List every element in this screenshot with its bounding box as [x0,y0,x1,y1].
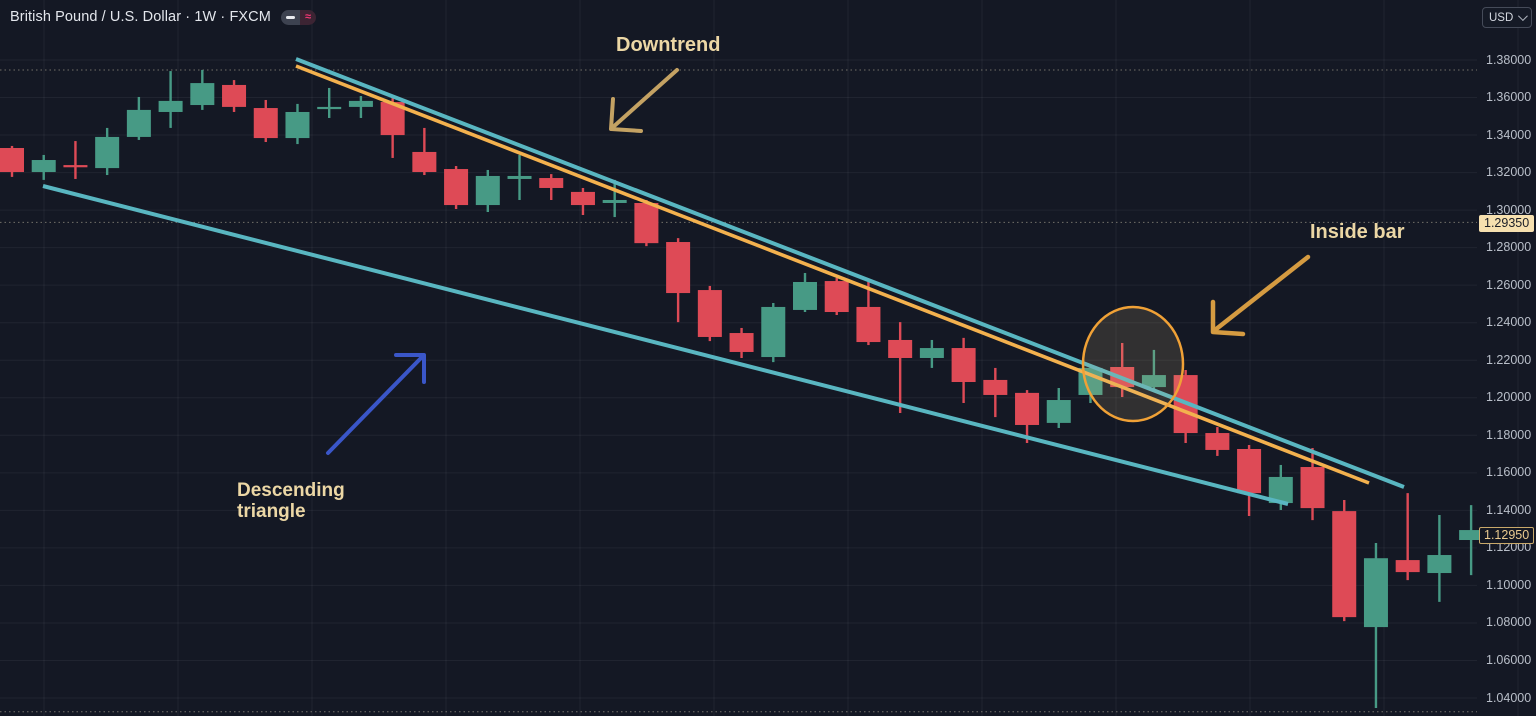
candle-body [856,306,881,343]
price-tag-countdown: 1.29350 [1479,215,1535,233]
descending-triangle-arrow-shaft [326,355,424,455]
axis-tick-label: 1.36000 [1486,90,1532,105]
axis-tick-label: 1.38000 [1486,52,1532,67]
candle-body [1332,511,1357,618]
candle-body [1205,433,1230,450]
axis-tick-label: 1.10000 [1486,577,1532,592]
candle-body [824,281,849,313]
candle-body [951,348,976,383]
candle-body [348,100,373,107]
candle-body [793,281,817,310]
candle-body [919,348,944,358]
descending-triangle-arrow-head [394,353,426,384]
candle-body [539,178,564,188]
approx-icon[interactable]: ≈ [299,9,316,25]
axis-tick-label: 1.22000 [1486,352,1532,367]
axis-tick-label: 1.32000 [1486,165,1532,180]
downtrend-label[interactable]: Downtrend [616,34,721,56]
candle-body [761,306,786,358]
axis-tick-label: 1.30000 [1486,202,1532,217]
candle-body [444,169,469,206]
candle-body [222,84,247,107]
axis-tick-label: 1.18000 [1486,427,1532,442]
candle-body [95,136,120,169]
downtrend-arrow[interactable] [609,68,679,133]
currency-selector[interactable]: USD [1482,7,1532,28]
candle-body [507,175,532,179]
descending-triangle-arrow[interactable] [326,353,426,455]
downtrend-arrow-shaft [610,68,679,130]
candle-body [412,151,437,173]
descending-triangle-label-line1: Descending [237,480,345,501]
candle-body [190,83,215,106]
candle-body [1363,558,1388,628]
candle-body [602,199,627,203]
candle-body [31,160,56,173]
minus-icon[interactable] [280,9,300,25]
candle-body [475,175,500,206]
axis-tick-label: 1.24000 [1486,315,1532,330]
inside-bar-label[interactable]: Inside bar [1310,221,1405,243]
candle-body [158,100,183,112]
price-axis[interactable]: 1.38000 1.36000 1.34000 1.32000 1.30000 1.280… [1477,0,1536,716]
candle-body [634,202,659,244]
candle-body [126,109,151,137]
candle-body [285,111,310,139]
candle-body [253,108,278,139]
inside-bar-arrow[interactable] [1210,254,1311,337]
candle-body [1395,560,1420,573]
candle-body [317,106,342,110]
axis-tick-label: 1.14000 [1486,502,1532,517]
candle-body [983,379,1008,395]
inside-bar-arrow-head [1210,299,1246,337]
axis-tick-label: 1.20000 [1486,390,1532,405]
candle-body [570,191,595,206]
downtrend-channel-line-teal[interactable] [295,57,1405,489]
price-tag-last: 1.12950 [1479,527,1535,545]
candle-body [1459,530,1484,541]
axis-tick-label: 1.26000 [1486,277,1532,292]
symbol-title[interactable]: British Pound / U.S. Dollar · 1W · FXCM [10,9,271,25]
axis-tick-label: 1.08000 [1486,615,1532,630]
axis-tick-label: 1.06000 [1486,652,1532,667]
currency-label: USD [1489,11,1514,24]
candle-body [63,165,88,168]
downtrend-arrow-head [609,97,643,133]
candle-series [0,69,1484,708]
axis-tick-label: 1.04000 [1486,690,1532,705]
axis-tick-label: 1.34000 [1486,127,1532,142]
candle-body [666,242,691,294]
candle-body [729,333,754,352]
axis-tick-label: 1.16000 [1486,465,1532,480]
downtrend-trendline-orange[interactable] [295,64,1370,485]
candle-body [0,148,24,173]
candle-body [888,339,913,358]
candle-body [1015,392,1040,425]
axis-tick-label: 1.28000 [1486,240,1532,255]
descending-triangle-label-line2: triangle [237,501,306,522]
candle-body [1046,400,1071,423]
descending-triangle-label[interactable]: Descending triangle [237,480,345,522]
data-source-pill[interactable]: ≈ [280,9,316,25]
candle-body [1141,375,1166,388]
candle-body [1237,448,1262,494]
chart-legend: British Pound / U.S. Dollar · 1W · FXCM … [10,9,316,25]
candle-body [1300,467,1325,509]
inside-bar-ellipse[interactable] [1081,305,1185,423]
inside-bar-arrow-shaft [1212,254,1311,333]
candle-body [1427,555,1452,574]
descending-triangle-lower-line[interactable] [42,184,1289,506]
chevron-down-icon [1517,11,1528,22]
candle-body [697,290,722,337]
